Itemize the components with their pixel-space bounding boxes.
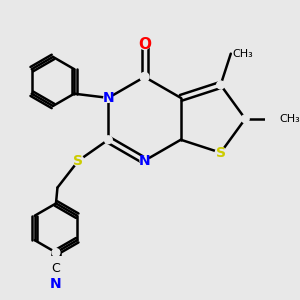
Circle shape	[52, 249, 60, 256]
Circle shape	[104, 93, 113, 102]
Text: CH₃: CH₃	[232, 49, 253, 59]
Circle shape	[139, 39, 150, 50]
Text: C: C	[52, 262, 60, 275]
Text: S: S	[74, 154, 83, 168]
Circle shape	[51, 279, 61, 289]
Text: N: N	[50, 277, 62, 291]
Circle shape	[140, 156, 149, 165]
Circle shape	[241, 115, 249, 123]
Text: N: N	[103, 91, 114, 105]
Text: O: O	[138, 37, 151, 52]
Circle shape	[217, 81, 224, 89]
Circle shape	[73, 155, 84, 166]
Circle shape	[52, 264, 60, 272]
Circle shape	[104, 136, 112, 144]
Circle shape	[215, 147, 226, 158]
Text: CH₃: CH₃	[280, 114, 300, 124]
Circle shape	[140, 73, 149, 81]
Text: S: S	[216, 146, 226, 160]
Text: N: N	[139, 154, 150, 168]
